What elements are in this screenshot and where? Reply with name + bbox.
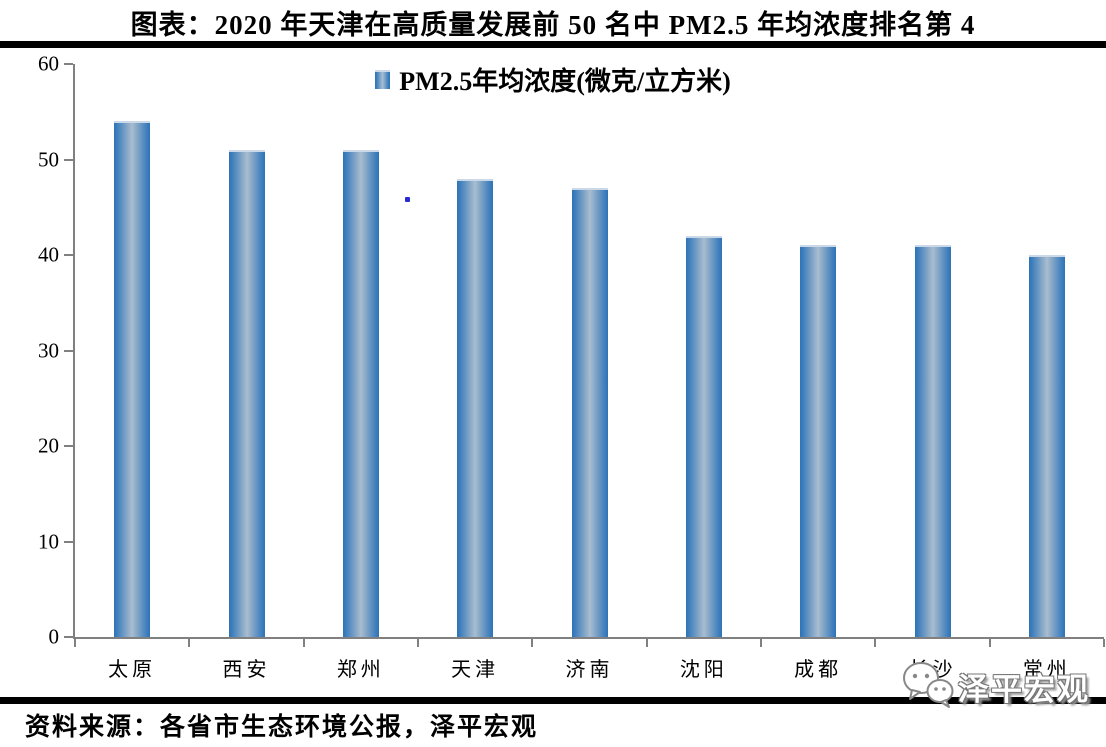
- y-axis-label: 0: [48, 624, 60, 649]
- y-axis-label: 60: [38, 51, 59, 76]
- x-axis-category-label: 济南: [565, 659, 614, 681]
- x-axis-tick: [760, 639, 762, 647]
- x-axis-category-label: 常州: [1022, 659, 1071, 681]
- bar-济南: [571, 188, 608, 637]
- stray-dot-artifact: [405, 197, 410, 202]
- chart-legend: PM2.5年均浓度(微克/立方米): [0, 61, 1106, 98]
- bar-常州: [1028, 255, 1065, 637]
- x-axis-category-label: 郑州: [336, 659, 385, 681]
- top-divider-rule: [0, 41, 1106, 48]
- bar-天津: [457, 178, 494, 637]
- x-axis-tick: [302, 639, 305, 647]
- x-axis-category-label: 西安: [222, 659, 271, 681]
- y-axis-tick: [64, 63, 73, 65]
- x-axis-category-label: 太原: [108, 659, 157, 681]
- y-axis-label: 30: [38, 338, 59, 362]
- y-axis-tick: [64, 254, 73, 256]
- wechat-bubbles-icon: [900, 659, 956, 714]
- legend-swatch-icon: [375, 70, 391, 89]
- x-axis-tick: [74, 639, 76, 647]
- bar-西安: [228, 149, 265, 637]
- source-note: 资料来源：各省市生态环境公报，泽平宏观: [25, 714, 539, 741]
- x-axis-category-label: 沈阳: [679, 659, 728, 681]
- bar-太原: [114, 121, 151, 637]
- bar-成都: [800, 245, 837, 637]
- x-axis-category-label: 成都: [794, 659, 843, 681]
- x-axis-category-label: 天津: [451, 659, 500, 681]
- y-axis-tick: [64, 445, 73, 447]
- bar-郑州: [342, 149, 379, 637]
- y-axis-label: 10: [38, 529, 59, 553]
- chart-title: 图表：2020 年天津在高质量发展前 50 名中 PM2.5 年均浓度排名第 4: [130, 10, 976, 40]
- x-axis-tick: [645, 639, 648, 647]
- bottom-divider-rule: [0, 697, 1106, 704]
- bar-沈阳: [685, 235, 722, 637]
- y-axis-tick: [64, 540, 73, 543]
- x-axis-tick: [1103, 639, 1105, 647]
- x-axis-tick: [417, 639, 419, 647]
- x-axis-tick: [874, 639, 877, 647]
- x-axis-tick: [531, 639, 534, 647]
- y-axis-label: 20: [38, 433, 59, 458]
- y-axis-label: 50: [38, 147, 59, 171]
- bar-长沙: [914, 245, 951, 637]
- y-axis-tick: [64, 349, 73, 352]
- x-axis-tick: [188, 639, 191, 647]
- x-axis-tick: [988, 639, 991, 647]
- y-axis-tick: [64, 158, 73, 161]
- watermark: 泽平宏观: [900, 659, 1090, 714]
- legend-label: PM2.5年均浓度(微克/立方米): [399, 67, 731, 96]
- watermark-label: 泽平宏观: [958, 672, 1090, 707]
- plot-area: 0102030405060太原西安郑州天津济南沈阳成都长沙常州: [38, 53, 1105, 681]
- y-axis-tick: [64, 636, 73, 638]
- y-axis-label: 40: [38, 242, 59, 267]
